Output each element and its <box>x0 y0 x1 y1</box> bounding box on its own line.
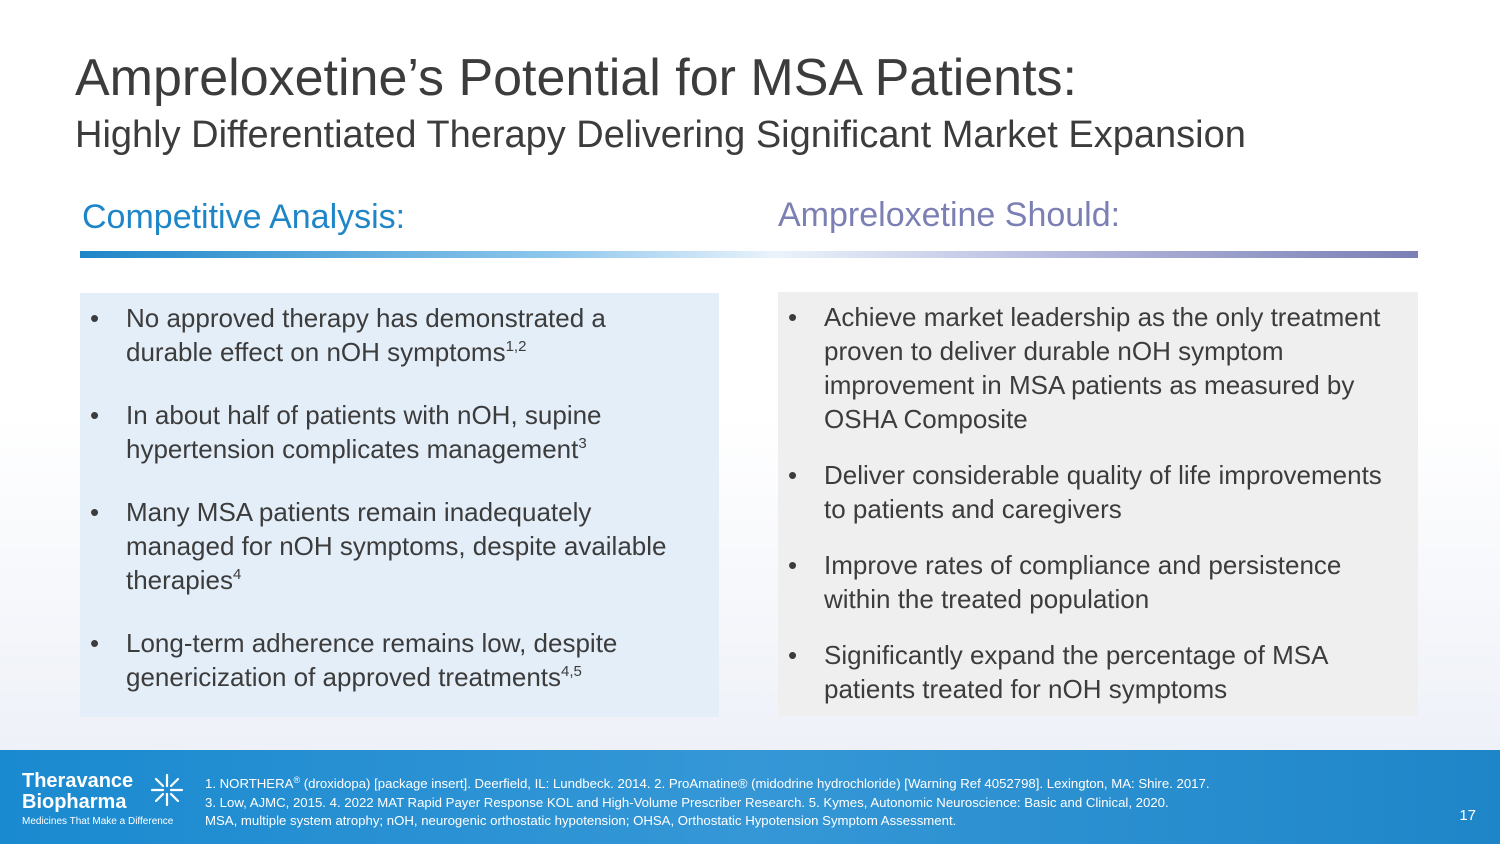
reference-line: MSA, multiple system atrophy; nOH, neuro… <box>205 813 957 828</box>
ampreloxetine-should-panel: • Achieve market leadership as the only t… <box>778 292 1418 716</box>
competitive-analysis-panel: • No approved therapy has demonstrated a … <box>80 293 719 717</box>
bullet-icon: • <box>90 628 100 658</box>
list-item-text: No approved therapy has demonstrated a d… <box>126 303 606 367</box>
list-item: • No approved therapy has demonstrated a … <box>90 301 699 369</box>
logo-line-2: Biopharma <box>22 791 127 813</box>
list-item: • Significantly expand the percentage of … <box>788 638 1398 706</box>
gradient-divider <box>80 251 1418 258</box>
reference-line: 1. NORTHERA® (droxidopa) [package insert… <box>205 775 1415 794</box>
list-item-text: Significantly expand the percentage of M… <box>824 640 1327 704</box>
list-item: • In about half of patients with nOH, sup… <box>90 398 699 466</box>
bullet-icon: • <box>788 640 798 670</box>
bullet-icon: • <box>90 303 100 333</box>
competitive-analysis-list: • No approved therapy has demonstrated a … <box>90 301 699 694</box>
list-item-text: Long-term adherence remains low, despite… <box>126 628 618 692</box>
competitive-analysis-heading: Competitive Analysis: <box>82 198 406 236</box>
reference-text: (droxidopa) [package insert]. Deerfield,… <box>300 776 1210 791</box>
list-item-text: In about half of patients with nOH, supi… <box>126 400 602 464</box>
bullet-icon: • <box>788 460 798 490</box>
list-item: • Deliver considerable quality of life im… <box>788 458 1398 526</box>
reference-line: 3. Low, AJMC, 2015. 4. 2022 MAT Rapid Pa… <box>205 794 1169 810</box>
footnote-ref: 4 <box>232 566 242 583</box>
bullet-icon: • <box>90 400 100 430</box>
bullet-icon: • <box>90 497 100 527</box>
bullet-icon: • <box>788 550 798 580</box>
logo-tagline: Medicines That Make a Difference <box>22 816 174 827</box>
list-item: • Achieve market leadership as the only t… <box>788 300 1398 436</box>
list-item-text: Achieve market leadership as the only tr… <box>824 302 1381 434</box>
list-item: • Long-term adherence remains low, despit… <box>90 626 699 694</box>
star-burst-logo-icon <box>150 773 184 807</box>
footnote-ref: 3 <box>578 435 587 452</box>
theravance-logo: Theravance Biopharma Medicines That Make… <box>22 770 192 834</box>
list-item-text: Deliver considerable quality of life imp… <box>824 460 1382 524</box>
reference-text: 1. NORTHERA <box>205 776 294 791</box>
page-number: 17 <box>1459 807 1476 824</box>
ampreloxetine-should-list: • Achieve market leadership as the only t… <box>788 300 1398 706</box>
list-item: • Many MSA patients remain inadequately m… <box>90 495 699 597</box>
list-item-text: Many MSA patients remain inadequately ma… <box>126 497 667 595</box>
registered-mark: ® <box>293 775 301 785</box>
bullet-icon: • <box>788 302 798 332</box>
footer-bar: Theravance Biopharma Medicines That Make… <box>0 750 1500 844</box>
footnote-ref: 4,5 <box>561 663 582 680</box>
references: 1. NORTHERA® (droxidopa) [package insert… <box>205 775 1415 831</box>
footnote-ref: 1,2 <box>505 338 527 355</box>
slide-title: Ampreloxetine’s Potential for MSA Patien… <box>75 49 1077 107</box>
ampreloxetine-should-heading: Ampreloxetine Should: <box>778 196 1121 234</box>
logo-line-1: Theravance <box>22 770 134 792</box>
list-item-text: Improve rates of compliance and persiste… <box>824 550 1342 614</box>
slide-subtitle: Highly Differentiated Therapy Delivering… <box>75 114 1246 156</box>
list-item: • Improve rates of compliance and persist… <box>788 548 1398 616</box>
